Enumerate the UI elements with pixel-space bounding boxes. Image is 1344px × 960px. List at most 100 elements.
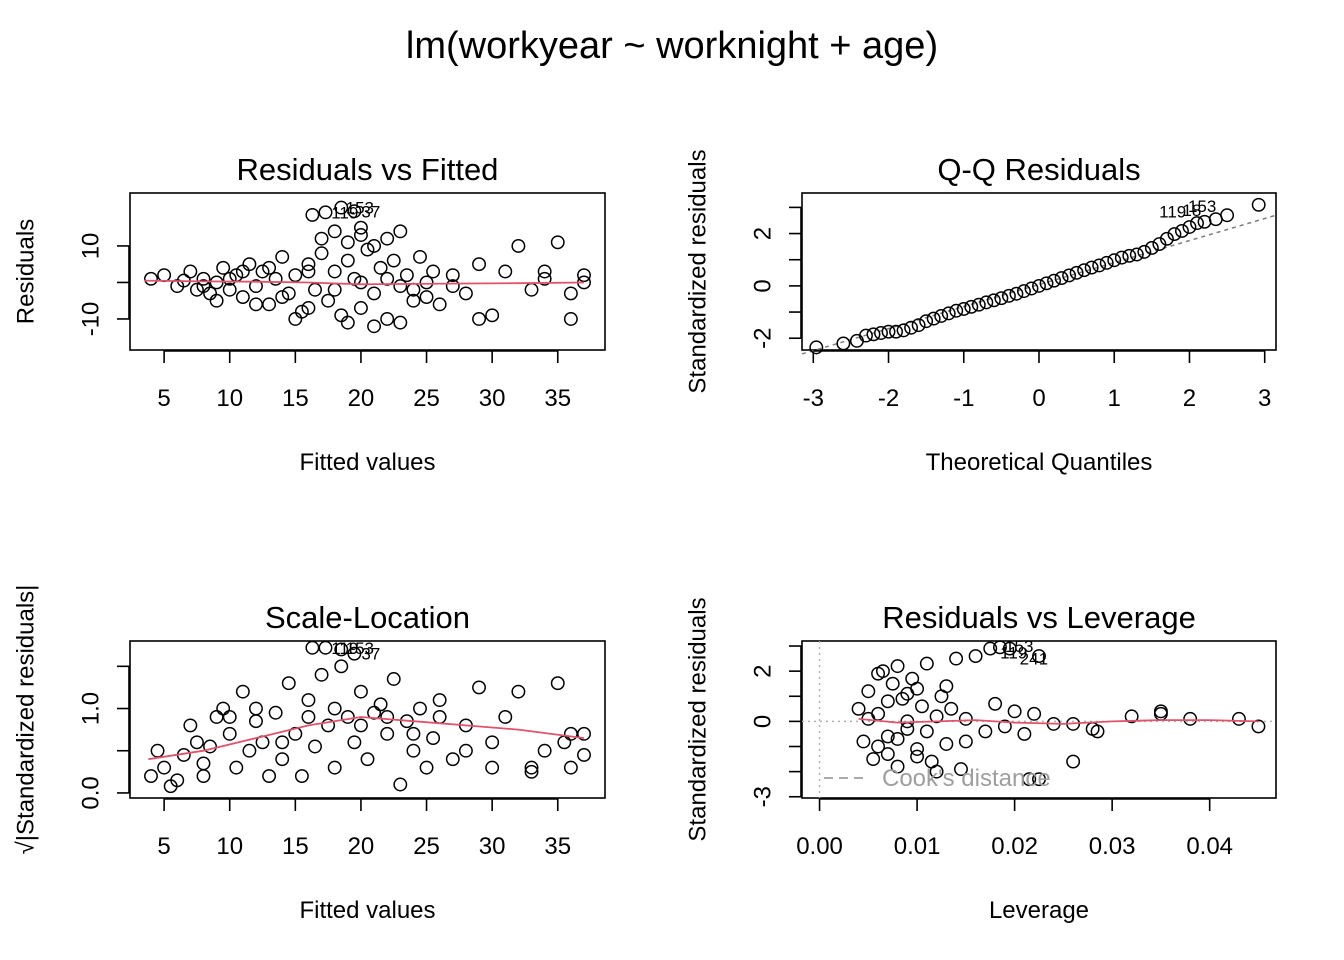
data-point [380, 271, 395, 286]
data-point [262, 260, 277, 275]
x-tick-label: 1 [1108, 385, 1121, 412]
data-point [1001, 288, 1016, 303]
data-point [1122, 248, 1137, 263]
data-point [305, 640, 320, 655]
data-point [577, 268, 591, 283]
data-point [856, 734, 871, 749]
y-axis-label: Standardized residuals [684, 149, 711, 393]
data-point [524, 764, 539, 779]
x-tick-label: 0.01 [894, 833, 941, 860]
data-point [941, 306, 956, 321]
x-axis-label: Leverage [989, 897, 1089, 924]
data-point [249, 701, 263, 716]
data-point [183, 264, 198, 279]
data-point [373, 260, 388, 275]
data-point [255, 264, 270, 279]
data-point [347, 735, 362, 750]
data-point [353, 228, 368, 242]
data-point [360, 752, 375, 767]
data-point [1024, 281, 1039, 296]
data-point [1032, 772, 1046, 787]
data-point [1077, 263, 1092, 278]
data-point [262, 297, 277, 312]
data-point [458, 743, 473, 758]
data-point [498, 264, 513, 279]
data-point [1084, 260, 1099, 275]
data-point [262, 769, 277, 784]
x-tick-label: 0.03 [1089, 833, 1136, 860]
data-point [900, 721, 915, 736]
data-point [485, 760, 500, 775]
y-tick-label: 0.0 [77, 776, 104, 809]
data-point [340, 253, 355, 268]
data-point [222, 271, 237, 286]
data-point [353, 718, 368, 733]
data-point [911, 318, 926, 333]
y-axis-label: Standardized residuals [684, 597, 711, 841]
data-point [1099, 255, 1114, 270]
data-point [340, 315, 355, 330]
panel-1: Residuals vs Fitted 5 10 15 20 25 30 35 -10 10 Fit… [12, 152, 606, 476]
panel-title: Residuals vs Fitted [237, 152, 499, 187]
data-point [406, 726, 421, 741]
y-axis-label: Residuals [12, 219, 39, 324]
data-point [1062, 268, 1077, 283]
legend-label: Cook's distance [882, 765, 1051, 792]
data-point [1220, 208, 1235, 223]
data-point [301, 693, 316, 708]
data-point [919, 724, 934, 739]
data-point [426, 731, 441, 746]
data-point [275, 752, 290, 767]
x-tick-label: 35 [544, 385, 571, 412]
x-tick-label: 25 [413, 385, 440, 412]
x-tick-label: 15 [282, 385, 309, 412]
data-point [144, 271, 158, 286]
data-point [836, 336, 851, 351]
data-point [288, 268, 303, 283]
data-point [1032, 649, 1046, 664]
data-point [1090, 724, 1105, 739]
data-point [983, 641, 998, 656]
x-tick-label: 0 [1032, 385, 1045, 412]
y-tick-label: 10 [77, 233, 104, 260]
data-point [1129, 247, 1144, 262]
data-point [235, 290, 250, 305]
data-point [1027, 706, 1042, 721]
panel-title: Scale-Location [265, 600, 470, 635]
data-point [314, 231, 329, 246]
data-point [327, 282, 342, 297]
data-point [334, 308, 349, 323]
x-tick-label: -3 [803, 385, 824, 412]
data-point [268, 705, 283, 720]
data-point [988, 696, 1003, 711]
data-point [1009, 286, 1024, 301]
data-point [929, 709, 944, 724]
x-tick-label: 3 [1258, 385, 1271, 412]
panel-title: Q-Q Residuals [937, 152, 1140, 187]
plot-frame [129, 192, 606, 351]
data-point [871, 739, 886, 754]
x-tick-label: -1 [953, 385, 974, 412]
data-point [380, 710, 395, 724]
data-point [305, 207, 320, 222]
data-point [318, 205, 333, 220]
data-point [1107, 253, 1122, 268]
data-point [537, 271, 552, 286]
data-point [861, 684, 876, 699]
y-tick-label: 1.0 [77, 692, 104, 725]
data-point [353, 220, 368, 235]
data-point [301, 301, 316, 315]
data-point [170, 773, 185, 788]
data-point [1092, 258, 1107, 273]
data-point [222, 710, 237, 724]
data-point [1183, 711, 1198, 726]
x-tick-label: 5 [157, 833, 170, 860]
data-point [890, 732, 905, 746]
data-point [249, 714, 263, 729]
point-label: 18 [1182, 201, 1201, 220]
data-point [557, 735, 572, 750]
data-point [281, 286, 296, 301]
data-point [472, 312, 486, 326]
data-point [189, 735, 204, 750]
